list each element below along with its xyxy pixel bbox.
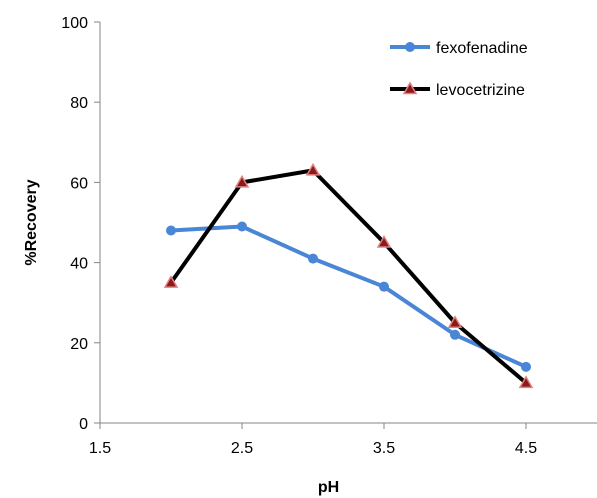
- fexofenadine-point: [166, 225, 176, 236]
- levocetrizine-point: [447, 315, 463, 328]
- levocetrizine-line: [169, 168, 528, 385]
- x-tick-label: 1.5: [89, 440, 111, 457]
- levocetrizine-point: [163, 275, 179, 288]
- tick-labels: 0 20 40 60 80 100 1.5 2.5 3.5 4.5: [61, 15, 537, 457]
- axes: [94, 21, 597, 429]
- fexofenadine-point: [379, 281, 389, 292]
- y-axis-title: %Recovery: [23, 179, 40, 265]
- fexofenadine-line: [169, 224, 528, 369]
- legend-item-fexofenadine: fexofenadine: [390, 40, 528, 57]
- y-tick-label: 60: [70, 175, 88, 192]
- series-fexofenadine: [166, 221, 531, 372]
- legend-marker: [405, 42, 415, 52]
- legend-label: levocetrizine: [436, 82, 525, 99]
- x-tick-label: 3.5: [373, 440, 395, 457]
- y-tick-label: 20: [70, 336, 88, 353]
- fexofenadine-point: [450, 329, 460, 340]
- legend-marker: [402, 81, 418, 95]
- fexofenadine-point: [237, 221, 247, 232]
- y-tick-label: 0: [79, 416, 88, 433]
- x-tick-label: 2.5: [231, 440, 253, 457]
- legend-item-levocetrizine: levocetrizine: [390, 81, 525, 99]
- y-tick-label: 40: [70, 256, 88, 273]
- levocetrizine-point: [376, 235, 392, 248]
- levocetrizine-point: [305, 162, 321, 176]
- series-levocetrizine: [163, 162, 534, 389]
- levocetrizine-point: [234, 174, 250, 188]
- y-tick-label: 100: [61, 15, 88, 32]
- x-tick-label: 4.5: [515, 440, 537, 457]
- levocetrizine-point: [518, 375, 534, 389]
- legend-label: fexofenadine: [436, 40, 528, 57]
- series-group: [163, 162, 534, 389]
- y-tick-label: 80: [70, 95, 88, 112]
- x-axis-title: pH: [318, 479, 339, 496]
- fexofenadine-point: [521, 361, 531, 372]
- fexofenadine-point: [308, 253, 318, 264]
- legend: fexofenadine levocetrizine: [390, 40, 528, 99]
